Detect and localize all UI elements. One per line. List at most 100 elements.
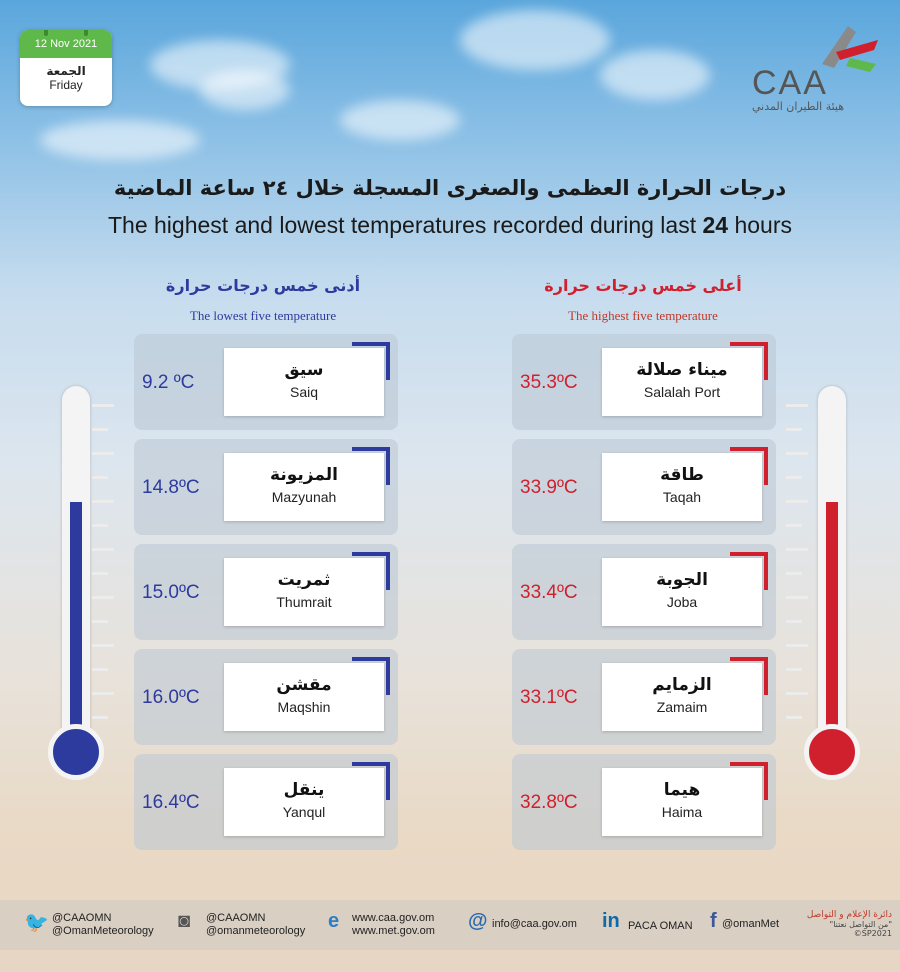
station-name-ar: الجوبة — [656, 570, 708, 590]
lowest-row: 14.8ºC المزيونة Mazyunah — [134, 439, 398, 535]
thermometer-high — [804, 386, 860, 782]
station-name-ar: سيق — [284, 360, 324, 380]
logo-text: CAA — [752, 64, 828, 102]
internet-explorer-icon[interactable]: e — [328, 910, 340, 932]
thermometer-tick — [786, 596, 808, 599]
card-corner-accent — [352, 657, 390, 695]
station-card: هيما Haima — [602, 762, 768, 836]
footer-credit: دائرة الإعلام و التواصل "من التواصل نعتن… — [806, 910, 892, 938]
station-name-en: Mazyunah — [271, 489, 337, 505]
station-name-en: Maqshin — [277, 699, 331, 715]
highest-row: 32.8ºC هيما Haima — [512, 754, 776, 850]
temperature-value: 14.8ºC — [142, 477, 200, 498]
temperature-value: 16.4ºC — [142, 792, 200, 813]
station-name-en: Yanqul — [282, 804, 326, 820]
station-name-ar: مقشن — [276, 675, 332, 695]
thermometer-tick — [92, 404, 114, 407]
highest-heading-en: The highest five temperature — [568, 308, 718, 323]
thermometer-tick — [92, 668, 108, 671]
thermometer-tick — [786, 644, 808, 647]
lowest-row: 16.0ºC مقشن Maqshin — [134, 649, 398, 745]
cloud — [340, 100, 460, 140]
day-arabic: الجمعة — [46, 64, 86, 78]
footer-linkedin[interactable]: PACA OMAN — [628, 920, 693, 932]
station-name-en: Haima — [661, 804, 703, 820]
thermometer-tick — [92, 548, 114, 551]
station-card: سيق Saiq — [224, 342, 390, 416]
station-card: ثمريت Thumrait — [224, 552, 390, 626]
twitter-icon[interactable]: 🐦 — [24, 912, 49, 934]
station-card: الزمايم Zamaim — [602, 657, 768, 731]
title-english: The highest and lowest temperatures reco… — [107, 212, 793, 238]
thermometer-tick — [786, 620, 802, 623]
thermometer-tick — [786, 716, 802, 719]
thermometer-tick — [786, 404, 808, 407]
instagram-icon[interactable]: ◙ — [178, 910, 191, 932]
thermometer-tick — [92, 428, 108, 431]
temperature-value: 35.3ºC — [520, 372, 578, 393]
date-card: 12 Nov 2021 الجمعة Friday — [20, 30, 112, 106]
linkedin-icon[interactable]: in — [602, 910, 620, 932]
lowest-row: 15.0ºC ثمريت Thumrait — [134, 544, 398, 640]
card-corner-accent — [352, 762, 390, 800]
highest-row: 33.1ºC الزمايم Zamaim — [512, 649, 776, 745]
thermometer-tick — [786, 428, 802, 431]
footer-instagram[interactable]: @CAAOMN @omanmeteorology — [206, 912, 306, 937]
footer-facebook[interactable]: @omanMet — [722, 918, 780, 930]
caa-logo: CAA هيئة الطيران المدني — [752, 18, 882, 114]
temperature-value: 16.0ºC — [142, 687, 200, 708]
thermometer-tick — [92, 500, 114, 503]
temperature-value: 32.8ºC — [520, 792, 578, 813]
highest-row: 33.9ºC طاقة Taqah — [512, 439, 776, 535]
thermometer-tick — [92, 524, 108, 527]
footer-twitter[interactable]: @CAAOMN @OmanMeteorology — [52, 912, 154, 937]
facebook-icon[interactable]: f — [710, 910, 717, 932]
station-card: ينقل Yanqul — [224, 762, 390, 836]
title-arabic: درجات الحرارة العظمى والصغرى المسجلة خلا… — [113, 176, 787, 200]
footer-web[interactable]: www.caa.gov.om www.met.gov.om — [352, 912, 435, 937]
thermometer-tick — [92, 596, 114, 599]
station-name-en: Salalah Port — [643, 384, 721, 400]
station-card: مقشن Maqshin — [224, 657, 390, 731]
date-label: 12 Nov 2021 — [20, 30, 112, 58]
footer-email[interactable]: info@caa.gov.om — [492, 918, 577, 930]
lowest-row: 16.4ºC ينقل Yanqul — [134, 754, 398, 850]
thermometer-tick — [92, 572, 108, 575]
lowest-row: 9.2 ºC سيق Saiq — [134, 334, 398, 430]
plane-icon — [822, 26, 878, 72]
station-name-ar: طاقة — [660, 465, 704, 485]
station-card: المزيونة Mazyunah — [224, 447, 390, 521]
temperature-value: 33.1ºC — [520, 687, 578, 708]
day-english: Friday — [49, 78, 83, 92]
card-corner-accent — [352, 342, 390, 380]
station-card: طاقة Taqah — [602, 447, 768, 521]
station-card: ميناء صلالة Salalah Port — [602, 342, 768, 416]
thermometer-tick — [92, 692, 114, 695]
temperature-value: 9.2 ºC — [142, 372, 195, 393]
thermometer-tick — [786, 452, 808, 455]
lowest-heading-en: The lowest five temperature — [189, 308, 337, 323]
thermometer-tick — [786, 572, 802, 575]
card-corner-accent — [730, 447, 768, 485]
thermometer-tick — [786, 692, 808, 695]
thermometer-tick — [92, 644, 114, 647]
temperature-value: 33.4ºC — [520, 582, 578, 603]
footer-bar — [0, 900, 900, 950]
temperature-value: 15.0ºC — [142, 582, 200, 603]
station-name-en: Zamaim — [656, 699, 708, 715]
cloud — [600, 50, 710, 100]
station-name-ar: ينقل — [283, 780, 325, 800]
temperature-value: 33.9ºC — [520, 477, 578, 498]
thermometer-tick — [786, 476, 802, 479]
thermometer-tick — [786, 500, 808, 503]
thermometer-tick — [92, 476, 108, 479]
station-name-en: Joba — [666, 594, 698, 610]
at-icon[interactable]: @ — [468, 910, 488, 932]
thermometer-tick — [786, 548, 808, 551]
thermometer-tick — [92, 452, 114, 455]
lowest-heading-ar: أدنى خمس درجات حرارة — [165, 276, 361, 295]
station-name-ar: المزيونة — [270, 465, 338, 485]
card-corner-accent — [730, 552, 768, 590]
station-name-en: Taqah — [662, 489, 702, 505]
card-corner-accent — [352, 447, 390, 485]
